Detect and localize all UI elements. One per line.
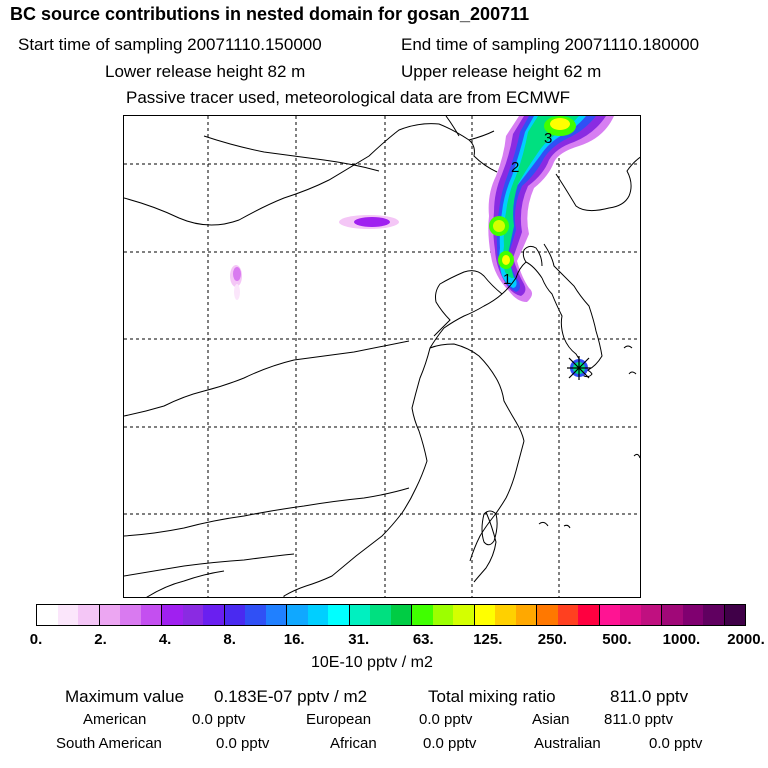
colorbar-tick-label: 8. [223,631,236,648]
colorbar-segment [640,605,662,625]
max-value: 0.183E-07 pptv / m2 [214,687,368,706]
colorbar-tick-label: 1000. [662,631,701,648]
colorbar-segment [724,605,745,625]
colorbar-tick-label: 2000. [727,631,765,648]
colorbar-segment [140,605,162,625]
colorbar-segment [78,605,100,625]
upper-release-height: Upper release height 62 m [401,62,602,81]
figure-title: BC source contributions in nested domain… [10,4,530,24]
colorbar-segment [390,605,412,625]
colorbar-segment [412,605,433,625]
colorbar-segment [495,605,516,625]
colorbar-segment [203,605,225,625]
colorbar-segment [557,605,578,625]
region-name: American [83,711,147,728]
colorbar-segment [120,605,141,625]
colorbar-segment [265,605,287,625]
region-name: European [306,711,372,728]
plume-label-3: 3 [544,130,552,147]
region-value: 811.0 pptv [604,711,673,728]
colorbar-segment [474,605,495,625]
colorbar-segment [578,605,600,625]
colorbar [36,604,746,626]
colorbar-segment [682,605,703,625]
colorbar-tick-label: 4. [158,631,172,648]
colorbar-segment [328,605,350,625]
islands [481,345,640,546]
colorbar-segment [453,605,475,625]
tracer-note: Passive tracer used, meteorological data… [126,88,571,107]
colorbar-tick-label: 0. [29,631,43,648]
colorbar-segment [162,605,183,625]
region-name: African [330,735,377,752]
region-name: South American [56,735,162,752]
region-value: 0.0 pptv [423,735,477,752]
colorbar-segment [432,605,453,625]
start-time: Start time of sampling 20071110.150000 [18,35,322,54]
total-mixing-label: Total mixing ratio [428,687,556,706]
colorbar-segment [37,605,58,625]
region-value: 0.0 pptv [419,711,473,728]
map-canvas: 1 2 3 [124,116,640,597]
total-mixing-value: 811.0 pptv [610,687,689,706]
region-name: Australian [534,735,601,752]
colorbar-segment [245,605,266,625]
colorbar-tick-label: 250. [537,631,567,648]
colorbar-unit: 10E-10 pptv / m2 [311,654,433,671]
colorbar-segment [599,605,620,625]
plume-label-2: 2 [511,159,519,176]
colorbar-segment [307,605,328,625]
colorbar-segment [182,605,203,625]
colorbar-tick-label: 2. [94,631,107,648]
colorbar-segment [224,605,245,625]
region-value: 0.0 pptv [649,735,703,752]
receptor-star [567,356,591,380]
end-time: End time of sampling 20071110.180000 [401,35,700,54]
colorbar-segment [370,605,391,625]
colorbar-tick-label: 31. [348,631,370,648]
plume-field [230,116,614,302]
map-panel: 1 2 3 [123,115,641,598]
coastlines [124,116,640,597]
colorbar-segment [515,605,537,625]
colorbar-segment [703,605,725,625]
colorbar-segment [99,605,120,625]
colorbar-segment [662,605,683,625]
colorbar-segment [620,605,641,625]
colorbar-tick-label: 63. [412,631,434,648]
lower-release-height: Lower release height 82 m [105,62,306,81]
lat-lon-grid [124,116,640,597]
colorbar-segment [537,605,558,625]
colorbar-tick-label: 16. [283,631,305,648]
plume-label-1: 1 [503,271,511,288]
colorbar-segment [57,605,78,625]
colorbar-tick-label: 125. [473,631,503,648]
region-name: Asian [532,711,570,728]
colorbar-tick-label: 500. [602,631,632,648]
colorbar-segment [349,605,370,625]
colorbar-segment [287,605,308,625]
max-value-label: Maximum value [65,687,185,706]
region-value: 0.0 pptv [216,735,270,752]
region-value: 0.0 pptv [192,711,246,728]
